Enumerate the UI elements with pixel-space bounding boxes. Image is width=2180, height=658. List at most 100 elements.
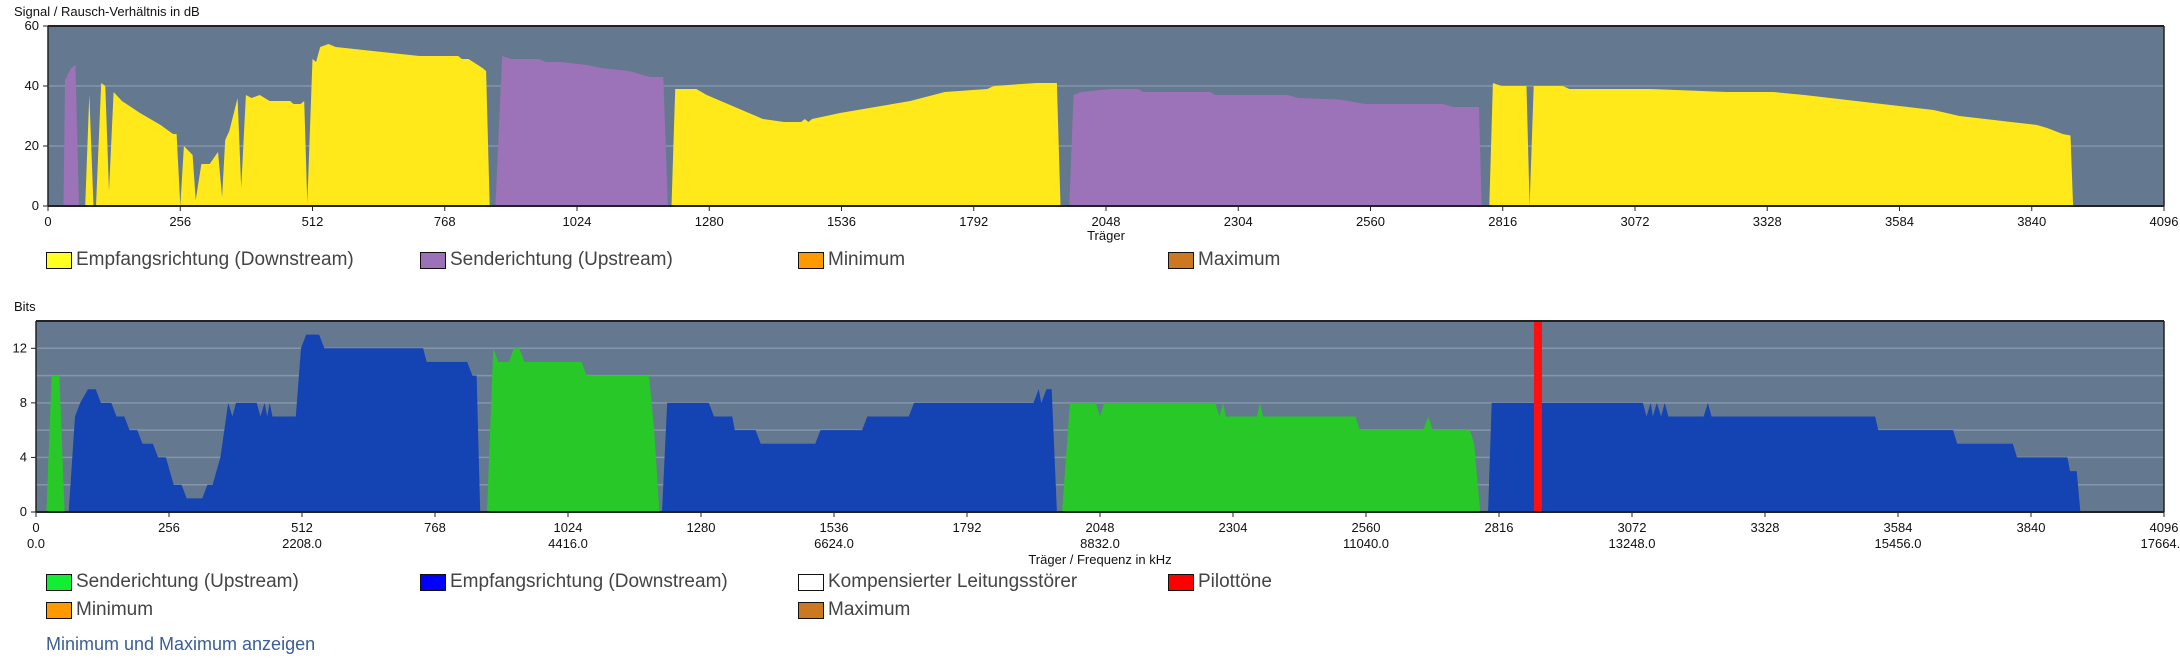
legend-swatch [420, 573, 446, 591]
x-tick-label: 1536 [827, 214, 856, 229]
x-tick-label: 2304 [1219, 520, 1248, 535]
legend-item[interactable]: Pilottöne [1168, 571, 1272, 593]
legend-item[interactable]: Kompensierter Leitungsstörer [798, 571, 1077, 593]
x-axis-label: Träger / Frequenz in kHz [1028, 552, 1171, 567]
series-area-empfangsrichtung-downstream- [1488, 402, 2081, 512]
x-tick-label: 768 [424, 520, 446, 535]
series-area-senderichtung-upstream- [63, 65, 79, 206]
legend-swatch [798, 573, 824, 591]
legend-label: Empfangsrichtung (Downstream) [76, 249, 354, 270]
x-tick-label: 2816 [1488, 214, 1517, 229]
series-area-senderichtung-upstream- [46, 375, 65, 512]
legend-label: Pilottöne [1198, 571, 1272, 592]
x-tick-label: 256 [169, 214, 191, 229]
x-tick-label: 2048 [1086, 520, 1115, 535]
legend-swatch [798, 601, 824, 619]
freq-tick-label: 13248.0 [1609, 536, 1656, 551]
freq-tick-label: 2208.0 [282, 536, 322, 551]
legend-label: Minimum [76, 599, 154, 620]
legend-label: Maximum [828, 599, 911, 620]
legend-item[interactable]: Senderichtung (Upstream) [46, 571, 299, 593]
legend-label: Empfangsrichtung (Downstream) [450, 571, 728, 592]
x-tick-label: 1792 [953, 520, 982, 535]
y-tick-label: 0 [20, 504, 27, 519]
freq-tick-label: 11040.0 [1343, 536, 1389, 551]
freq-tick-label: 8832.0 [1080, 536, 1120, 551]
legend-item[interactable]: Senderichtung (Upstream) [420, 249, 673, 271]
freq-tick-label: 15456.0 [1875, 536, 1922, 551]
y-tick-label: 40 [25, 78, 39, 93]
legend-item[interactable]: Maximum [798, 599, 910, 621]
x-tick-label: 2304 [1224, 214, 1253, 229]
freq-tick-label: 4416.0 [548, 536, 588, 551]
legend-item[interactable]: Empfangsrichtung (Downstream) [46, 249, 354, 271]
freq-tick-label: 0.0 [27, 536, 45, 551]
legend-swatch [798, 251, 824, 269]
x-tick-label: 1792 [959, 214, 988, 229]
show-min-max-link[interactable]: Minimum und Maximum anzeigen [46, 634, 316, 654]
pilot-tone-marker [1533, 321, 1542, 512]
legend-item[interactable]: Empfangsrichtung (Downstream) [420, 571, 728, 593]
legend-swatch [1168, 251, 1194, 269]
x-tick-label: 3328 [1753, 214, 1782, 229]
x-tick-label: 3584 [1884, 520, 1913, 535]
x-tick-label: 3584 [1885, 214, 1914, 229]
y-tick-label: 12 [13, 340, 27, 355]
legend-label: Minimum [828, 249, 906, 270]
series-area-empfangsrichtung-downstream- [85, 44, 490, 206]
x-tick-label: 1024 [563, 214, 592, 229]
series-area-empfangsrichtung-downstream- [68, 334, 481, 512]
series-area-senderichtung-upstream- [487, 348, 660, 512]
bits-chart-title: Bits [14, 299, 36, 314]
legend-label: Maximum [1198, 249, 1281, 270]
x-tick-label: 2048 [1092, 214, 1121, 229]
x-tick-label: 1280 [695, 214, 724, 229]
x-tick-label: 4096 [2150, 520, 2179, 535]
legend-label: Kompensierter Leitungsstörer [828, 571, 1078, 592]
x-tick-label: 512 [302, 214, 324, 229]
legend-item[interactable]: Minimum [46, 599, 153, 621]
x-tick-label: 0 [32, 520, 39, 535]
legend-swatch [46, 251, 72, 269]
series-area-senderichtung-upstream- [495, 56, 668, 206]
x-tick-label: 3072 [1621, 214, 1650, 229]
x-tick-label: 2560 [1356, 214, 1385, 229]
legend-item[interactable]: Maximum [1168, 249, 1280, 271]
y-tick-label: 0 [32, 198, 39, 213]
x-tick-label: 768 [434, 214, 456, 229]
legend-label: Senderichtung (Upstream) [76, 571, 299, 592]
snr-chart: 0 256 512 768 1024 1280 1536 1792 2048 2304 2560 28… [25, 18, 2179, 243]
y-tick-label: 60 [25, 18, 39, 33]
legend-swatch [46, 573, 72, 591]
legend-item[interactable]: Minimum [798, 249, 905, 271]
series-area-senderichtung-upstream- [1062, 402, 1481, 512]
freq-tick-label: 17664.0 [2141, 536, 2180, 551]
y-tick-label: 8 [20, 395, 27, 410]
snr-chart-title: Signal / Rausch-Verhältnis in dB [14, 4, 200, 19]
y-tick-label: 4 [20, 449, 27, 464]
series-area-empfangsrichtung-downstream- [662, 389, 1057, 512]
x-tick-label: 2560 [1352, 520, 1381, 535]
bits-chart: 0 256 512 768 1024 1280 1536 1792 2048 2304 2560 28… [13, 320, 2180, 567]
legend-swatch [1168, 573, 1194, 591]
x-tick-label: 3072 [1618, 520, 1647, 535]
legend-swatch [420, 251, 446, 269]
x-tick-label: 3840 [2017, 214, 2046, 229]
series-area-senderichtung-upstream- [1069, 89, 1482, 206]
x-tick-label: 1024 [554, 520, 583, 535]
x-tick-label: 512 [291, 520, 313, 535]
x-tick-label: 1536 [820, 520, 849, 535]
x-tick-label: 0 [44, 214, 51, 229]
y-tick-label: 20 [25, 138, 39, 153]
x-axis-label: Träger [1087, 228, 1125, 243]
x-tick-label: 1280 [687, 520, 716, 535]
x-tick-label: 3840 [2017, 520, 2046, 535]
x-tick-label: 2816 [1485, 520, 1514, 535]
x-tick-label: 256 [158, 520, 180, 535]
x-tick-label: 4096 [2150, 214, 2179, 229]
legend-label: Senderichtung (Upstream) [450, 249, 673, 270]
series-area-empfangsrichtung-downstream- [671, 83, 1061, 206]
series-area-empfangsrichtung-downstream- [1489, 83, 2074, 206]
legend-swatch [46, 601, 72, 619]
x-tick-label: 3328 [1751, 520, 1780, 535]
